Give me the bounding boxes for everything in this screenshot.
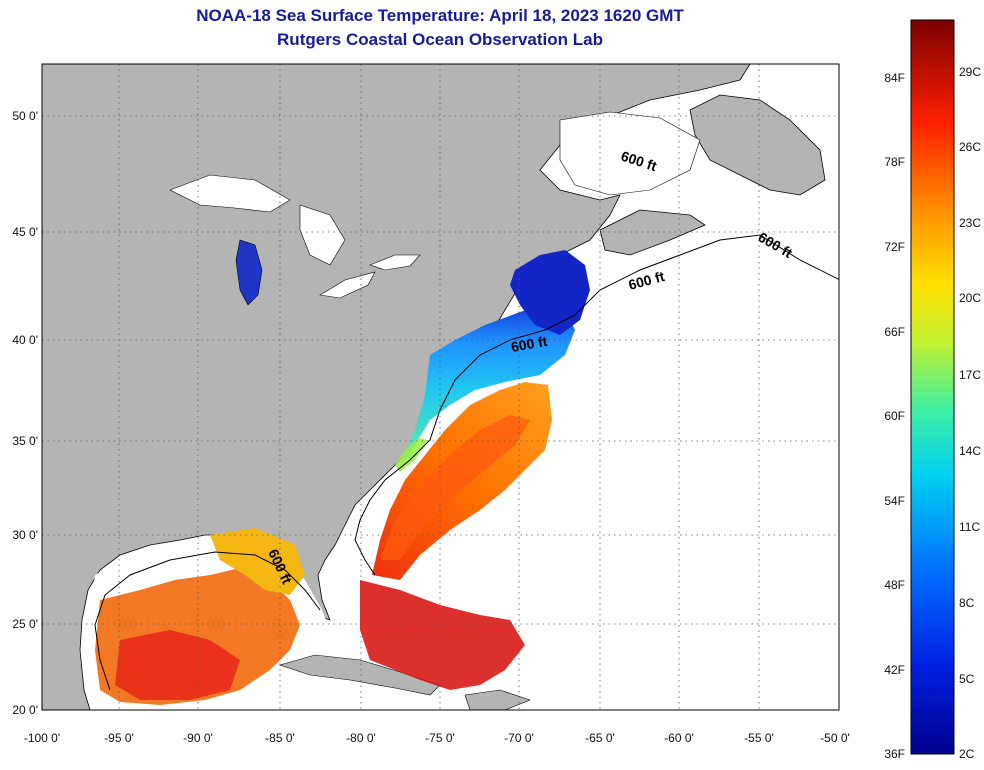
- colorbar-f-label: 48F: [884, 578, 905, 592]
- map-subtitle: Rutgers Coastal Ocean Observation Lab: [277, 30, 603, 49]
- gulf-st-lawrence: [559, 111, 701, 196]
- lat-label: 25 0': [12, 617, 38, 631]
- colorbar-c-label: 8C: [959, 596, 975, 610]
- colorbar-f-label: 66F: [884, 325, 905, 339]
- lat-label: 45 0': [12, 225, 38, 239]
- sst-gulf-hot: [115, 630, 240, 700]
- colorbar-c-label: 26C: [959, 140, 981, 154]
- lon-label: -60 0': [664, 731, 694, 745]
- lon-label: -85 0': [265, 731, 295, 745]
- colorbar-c-label: 23C: [959, 216, 981, 230]
- colorbar-c-label: 29C: [959, 65, 981, 79]
- contour-label-4: 600 ft: [510, 333, 549, 355]
- lake-huron: [299, 204, 346, 266]
- north-america-land: [42, 64, 751, 710]
- map-title: NOAA-18 Sea Surface Temperature: April 1…: [196, 6, 684, 25]
- colorbar-f-label: 60F: [884, 409, 905, 423]
- lat-label: 20 0': [12, 703, 38, 717]
- colorbar-f-label: 54F: [884, 494, 905, 508]
- hispaniola-land: [464, 689, 531, 710]
- lon-label: -75 0': [425, 731, 455, 745]
- lake-ontario: [369, 254, 421, 271]
- nova-scotia-land: [599, 209, 706, 256]
- lon-label: -90 0': [183, 731, 213, 745]
- sst-bahamas: [360, 580, 525, 690]
- lon-label: -80 0': [346, 731, 376, 745]
- lon-label: -100 0': [24, 731, 60, 745]
- colorbar-c-label: 14C: [959, 444, 981, 458]
- colorbar-fahrenheit-labels: 84F 78F 72F 66F 60F 54F 48F 42F 36F: [884, 71, 905, 761]
- lake-michigan: [235, 239, 263, 306]
- newfoundland-land: [689, 94, 826, 196]
- lon-label: -95 0': [104, 731, 134, 745]
- colorbar: [910, 19, 955, 755]
- cuba-land: [278, 654, 441, 696]
- colorbar-c-label: 17C: [959, 368, 981, 382]
- colorbar-c-label: 11C: [959, 520, 980, 534]
- colorbar-c-label: 20C: [959, 291, 981, 305]
- map-layers: 600 ft 600 ft 600 ft 600 ft 600 ft: [42, 64, 839, 710]
- colorbar-f-label: 36F: [884, 747, 905, 761]
- graticule: [42, 64, 839, 710]
- sst-shelf-green: [395, 438, 428, 472]
- colorbar-celsius-labels: 29C 26C 23C 20C 17C 14C 11C 8C 5C 2C: [959, 65, 981, 761]
- lon-label: -70 0': [504, 731, 534, 745]
- sst-slope-water: [400, 300, 575, 465]
- colorbar-f-label: 84F: [884, 71, 905, 85]
- lat-label: 50 0': [12, 109, 38, 123]
- sst-gulf-northern: [210, 528, 305, 595]
- contour-600ft-line: [354, 234, 839, 576]
- latitude-labels: 50 0' 45 0' 40 0' 35 0' 30 0' 25 0' 20 0…: [12, 109, 38, 717]
- lat-label: 35 0': [12, 434, 38, 448]
- sst-gulf-stream-core: [380, 415, 530, 560]
- sst-gulf-of-maine: [510, 250, 590, 335]
- contour-600ft-gulf: [94, 551, 321, 691]
- colorbar-c-label: 5C: [959, 672, 975, 686]
- lon-label: -55 0': [744, 731, 774, 745]
- lon-label: -65 0': [585, 731, 615, 745]
- lat-label: 40 0': [12, 333, 38, 347]
- map-frame: [41, 63, 840, 711]
- colorbar-f-label: 78F: [884, 155, 905, 169]
- colorbar-f-label: 72F: [884, 240, 905, 254]
- longitude-labels: -100 0' -95 0' -90 0' -85 0' -80 0' -75 …: [24, 731, 850, 745]
- lake-superior: [169, 174, 291, 213]
- colorbar-f-label: 42F: [884, 663, 905, 677]
- lat-label: 30 0': [12, 528, 38, 542]
- lon-label: -50 0': [820, 731, 850, 745]
- colorbar-c-label: 2C: [959, 747, 975, 761]
